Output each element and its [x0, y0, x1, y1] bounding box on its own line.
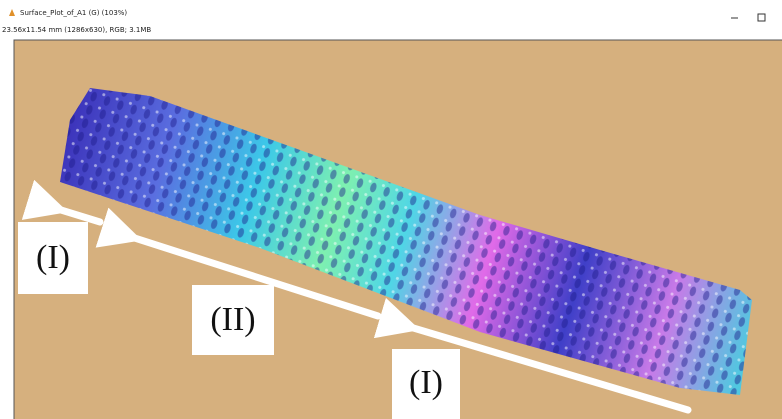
label-box — [18, 222, 88, 294]
surface-texture — [60, 88, 752, 395]
region-label: (II) — [210, 301, 255, 338]
app-icon — [9, 9, 15, 16]
label-box — [192, 285, 274, 355]
arrow — [373, 297, 692, 414]
region-label: (I) — [36, 239, 70, 276]
image-info: 23.56x11.54 mm (1286x630), RGB; 3.1MB — [2, 26, 151, 34]
label-box — [392, 349, 460, 419]
arrow — [21, 179, 104, 226]
window-title: Surface_Plot_of_A1 (G) (103%) — [20, 9, 127, 17]
region-label: (I) — [409, 364, 443, 401]
arrow — [95, 207, 382, 320]
arrows — [21, 179, 692, 414]
surface-plot — [60, 88, 752, 395]
maximize-button[interactable] — [757, 13, 766, 22]
